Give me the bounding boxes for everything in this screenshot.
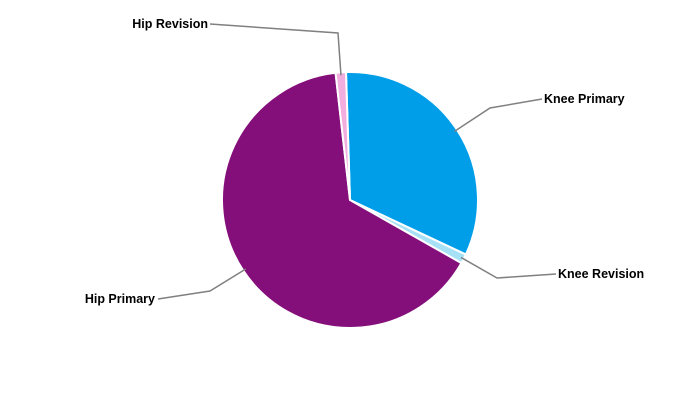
leader-line [157, 268, 247, 300]
slice-label-hip-primary: Hip Primary [85, 292, 155, 306]
slice-label-knee-revision: Knee Revision [558, 267, 644, 281]
leader-line [460, 256, 557, 279]
leader-line [209, 23, 342, 76]
slice-label-hip-revision: Hip Revision [132, 17, 208, 31]
slice-label-knee-primary: Knee Primary [544, 92, 625, 106]
leader-line [454, 98, 543, 132]
